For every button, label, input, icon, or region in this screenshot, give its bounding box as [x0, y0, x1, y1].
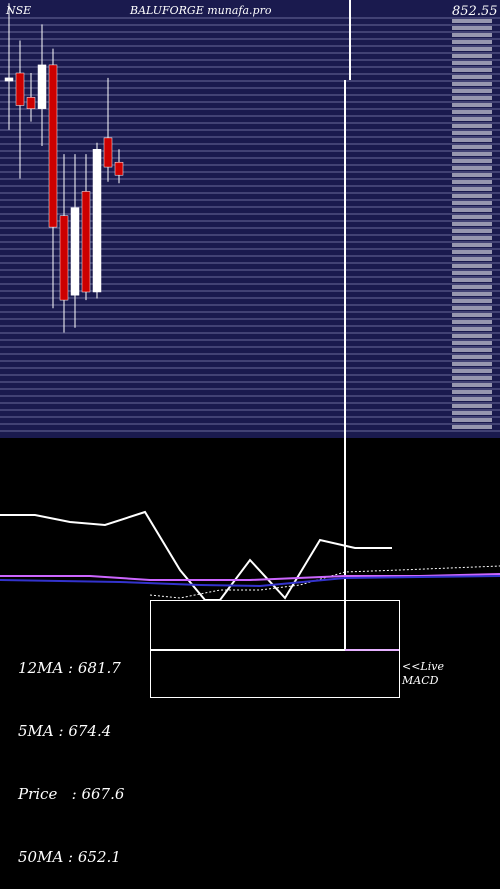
axis-tick-label — [452, 208, 492, 212]
axis-tick-label — [452, 299, 492, 303]
candle-body — [92, 148, 102, 293]
axis-tick-label — [452, 355, 492, 359]
axis-tick-label — [452, 117, 492, 121]
macd-panel-box — [150, 600, 400, 698]
axis-tick-label — [452, 96, 492, 100]
axis-tick-label — [452, 397, 492, 401]
axis-tick-label — [452, 26, 492, 30]
axis-tick-label — [452, 159, 492, 163]
candle-body — [81, 191, 91, 293]
last-price-label: 852.55 — [452, 4, 498, 19]
axis-tick-label — [452, 425, 492, 429]
chart-title: BALUFORGE munafa.pro — [130, 4, 272, 17]
axis-tick-label — [452, 334, 492, 338]
axis-tick-label — [452, 103, 492, 107]
ma12-stat: 12MA : 681.7 — [18, 659, 121, 677]
candle-body — [59, 215, 69, 301]
ma-line-white — [0, 510, 392, 601]
ma5-stat: 5MA : 674.4 — [18, 722, 112, 740]
ma-line-purple — [0, 573, 500, 581]
axis-tick-label — [452, 362, 492, 366]
axis-tick-label — [452, 404, 492, 408]
candle-body — [48, 64, 58, 228]
macd-label: MACD — [402, 674, 439, 687]
axis-tick-label — [452, 173, 492, 177]
axis-tick-label — [452, 145, 492, 149]
axis-tick-label — [452, 292, 492, 296]
axis-tick-label — [452, 180, 492, 184]
axis-tick-label — [452, 390, 492, 394]
axis-tick-label — [452, 257, 492, 261]
candle-body — [114, 161, 124, 176]
axis-tick-label — [452, 33, 492, 37]
live-label: <<Live — [402, 660, 444, 673]
axis-tick-label — [452, 68, 492, 72]
candle-body — [37, 64, 47, 109]
axis-tick-label — [452, 250, 492, 254]
axis-tick-label — [452, 194, 492, 198]
axis-tick-label — [452, 82, 492, 86]
axis-tick-label — [452, 222, 492, 226]
stats-block: 12MA : 681.7 5MA : 674.4 Price : 667.6 5… — [18, 616, 124, 889]
axis-tick-label — [452, 278, 492, 282]
axis-tick-label — [452, 131, 492, 135]
candles — [4, 3, 124, 333]
axis-tick-label — [452, 215, 492, 219]
axis-tick-label — [452, 89, 492, 93]
axis-tick-label — [452, 411, 492, 415]
price-grid — [0, 17, 500, 432]
ma-line-blue — [0, 575, 500, 588]
axis-tick-label — [452, 61, 492, 65]
candle-body — [15, 72, 25, 106]
axis-tick-label — [452, 47, 492, 51]
axis-tick-label — [452, 306, 492, 310]
chart-canvas — [0, 0, 500, 651]
price-axis-labels — [452, 19, 492, 429]
exchange-label: NSE — [6, 4, 32, 17]
axis-tick-label — [452, 383, 492, 387]
axis-tick-label — [452, 152, 492, 156]
ma50-stat: 50MA : 652.1 — [18, 848, 121, 866]
axis-tick-label — [452, 369, 492, 373]
axis-tick-label — [452, 264, 492, 268]
axis-tick-label — [452, 40, 492, 44]
candle-body — [4, 77, 14, 82]
axis-tick-label — [452, 166, 492, 170]
candle-body — [26, 97, 36, 109]
axis-tick-label — [452, 285, 492, 289]
axis-tick-label — [452, 110, 492, 114]
axis-tick-label — [452, 54, 492, 58]
axis-tick-label — [452, 348, 492, 352]
axis-tick-label — [452, 418, 492, 422]
axis-tick-label — [452, 75, 492, 79]
axis-tick-label — [452, 187, 492, 191]
axis-tick-label — [452, 341, 492, 345]
candle-body — [103, 137, 113, 168]
axis-tick-label — [452, 236, 492, 240]
axis-tick-label — [452, 320, 492, 324]
axis-tick-label — [452, 376, 492, 380]
macd-legend: <<Live MACD — [402, 660, 444, 688]
ma-line-dotted — [149, 565, 500, 599]
axis-tick-label — [452, 243, 492, 247]
axis-tick-label — [452, 201, 492, 205]
axis-tick-label — [452, 19, 492, 23]
axis-tick-label — [452, 271, 492, 275]
axis-tick-label — [452, 229, 492, 233]
axis-tick-label — [452, 327, 492, 331]
axis-tick-label — [452, 124, 492, 128]
candle-body — [70, 207, 80, 296]
axis-tick-label — [452, 138, 492, 142]
axis-tick-label — [452, 313, 492, 317]
price-stat: Price : 667.6 — [18, 785, 125, 803]
